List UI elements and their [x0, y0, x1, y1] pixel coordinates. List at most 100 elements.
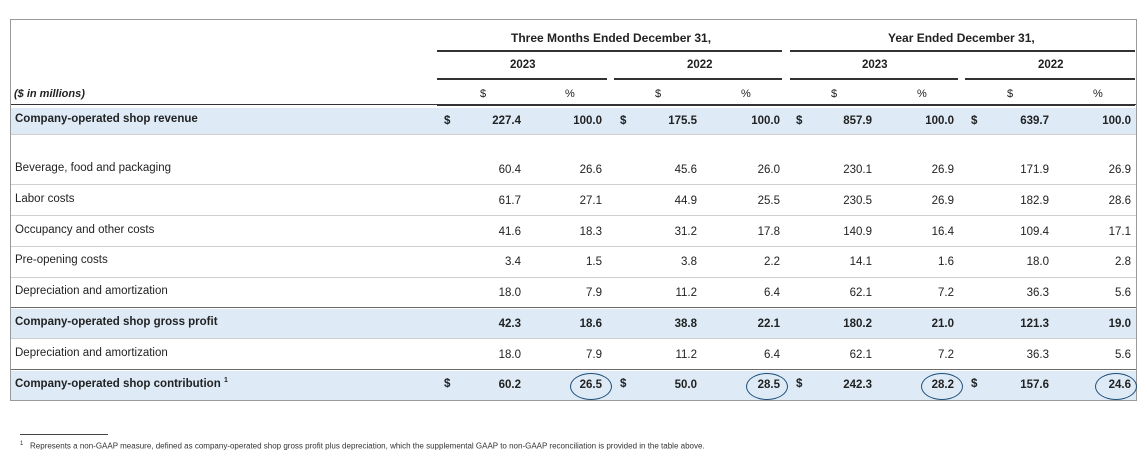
units-label: ($ in millions) [14, 88, 85, 100]
table-cell: 140.9 [843, 226, 872, 238]
table-cell: 61.7 [498, 195, 521, 207]
row-label-preopening: Pre-opening costs [15, 254, 108, 266]
footnote-marker: 1 [20, 441, 24, 447]
table-cell: 38.8 [674, 318, 697, 330]
table-frame [10, 19, 1137, 401]
table-row: Company-operated shop revenue [11, 113, 1136, 129]
col-percent-4: % [1093, 88, 1103, 100]
table-cell: 16.4 [931, 226, 954, 238]
table-cell: 180.2 [843, 318, 872, 330]
footnote-rule [20, 434, 108, 435]
dollar-sign: $ [620, 115, 627, 127]
table-cell: 28.5 [757, 379, 780, 391]
table-cell: 2.2 [764, 256, 780, 268]
table-cell: 26.0 [757, 164, 780, 176]
table-cell: 60.4 [498, 164, 521, 176]
table-cell: 19.0 [1108, 318, 1131, 330]
table-cell: 121.3 [1020, 318, 1049, 330]
footnote: 1 Represents a non-GAAP measure, defined… [20, 441, 705, 451]
table-row: Occupancy and other costs [11, 224, 1136, 240]
table-cell: 26.5 [579, 379, 602, 391]
table-cell: 22.1 [757, 318, 780, 330]
row-bg-revenue [11, 108, 1136, 134]
table-cell: 5.6 [1115, 349, 1131, 361]
table-cell: 18.0 [1026, 256, 1049, 268]
table-cell: 230.1 [843, 164, 872, 176]
table-cell: 7.2 [938, 287, 954, 299]
table-cell: 60.2 [498, 379, 521, 391]
table-cell: 5.6 [1115, 287, 1131, 299]
table-cell: 42.3 [498, 318, 521, 330]
table-cell: 230.5 [843, 195, 872, 207]
table-cell: 18.0 [498, 349, 521, 361]
dollar-sign: $ [971, 378, 978, 390]
dollar-sign: $ [971, 115, 978, 127]
row-separator [11, 369, 1136, 370]
table-cell: 100.0 [751, 115, 780, 127]
table-cell: 44.9 [674, 195, 697, 207]
table-cell: 18.0 [498, 287, 521, 299]
row-bg-gross-profit [11, 309, 1136, 338]
table-cell: 18.3 [579, 226, 602, 238]
year-rule-2 [614, 78, 782, 80]
table-cell: 62.1 [849, 349, 872, 361]
row-label-contribution-text: Company-operated shop contribution [15, 377, 221, 390]
table-cell: 7.9 [586, 287, 602, 299]
table-cell: 227.4 [492, 115, 521, 127]
table-cell: 6.4 [764, 349, 780, 361]
col-dollar-1: $ [480, 88, 487, 100]
table-cell: 11.2 [675, 287, 697, 299]
table-row: Beverage, food and packaging [11, 162, 1136, 178]
table-row: Company-operated shop gross profit [11, 316, 1136, 332]
table-cell: 6.4 [764, 287, 780, 299]
table-cell: 175.5 [668, 115, 697, 127]
row-label-contribution: Company-operated shop contribution 1 [15, 377, 228, 390]
table-cell: 100.0 [925, 115, 954, 127]
table-cell: 21.0 [931, 318, 954, 330]
year-2022-q: 2022 [687, 59, 713, 71]
row-label-occupancy: Occupancy and other costs [15, 224, 155, 236]
table-cell: 31.2 [674, 226, 697, 238]
table-cell: 28.6 [1108, 195, 1131, 207]
footnote-text: Represents a non-GAAP measure, defined a… [30, 441, 705, 451]
highlight-circle [1095, 373, 1137, 400]
table-cell: 24.6 [1108, 379, 1131, 391]
table-cell: 2.8 [1115, 256, 1131, 268]
table-cell: 3.8 [681, 256, 697, 268]
col-percent-1: % [565, 88, 575, 100]
table-cell: 11.2 [675, 349, 697, 361]
table-cell: 857.9 [843, 115, 872, 127]
table-cell: 3.4 [505, 256, 521, 268]
highlight-circle [570, 373, 612, 400]
row-separator [11, 134, 1136, 135]
footnote-ref: 1 [223, 377, 228, 384]
col-dollar-2: $ [655, 88, 662, 100]
table-cell: 157.6 [1020, 379, 1049, 391]
table-row: Company-operated shop contribution 1 [11, 377, 1136, 393]
dollar-sign: $ [796, 115, 803, 127]
row-separator [11, 246, 1136, 247]
highlight-circle [921, 373, 963, 400]
table-cell: 27.1 [579, 195, 602, 207]
table-cell: 26.9 [1108, 164, 1131, 176]
table-cell: 25.5 [757, 195, 780, 207]
table-row: Labor costs [11, 193, 1136, 209]
table-cell: 182.9 [1020, 195, 1049, 207]
table-cell: 62.1 [849, 287, 872, 299]
row-label-labor: Labor costs [15, 193, 75, 205]
table-cell: 1.6 [938, 256, 954, 268]
row-separator [11, 277, 1136, 278]
table-row: Pre-opening costs [11, 254, 1136, 270]
header-year-ended: Year Ended December 31, [888, 31, 1035, 45]
row-separator [11, 184, 1136, 185]
table-cell: 26.6 [579, 164, 602, 176]
table-cell: 36.3 [1026, 349, 1049, 361]
col-percent-2: % [741, 88, 751, 100]
row-separator [11, 215, 1136, 216]
table-cell: 109.4 [1020, 226, 1049, 238]
table-cell: 639.7 [1020, 115, 1049, 127]
table-cell: 100.0 [573, 115, 602, 127]
table-row: Depreciation and amortization [11, 285, 1136, 301]
table-cell: 36.3 [1026, 287, 1049, 299]
col-dollar-4: $ [1007, 88, 1014, 100]
